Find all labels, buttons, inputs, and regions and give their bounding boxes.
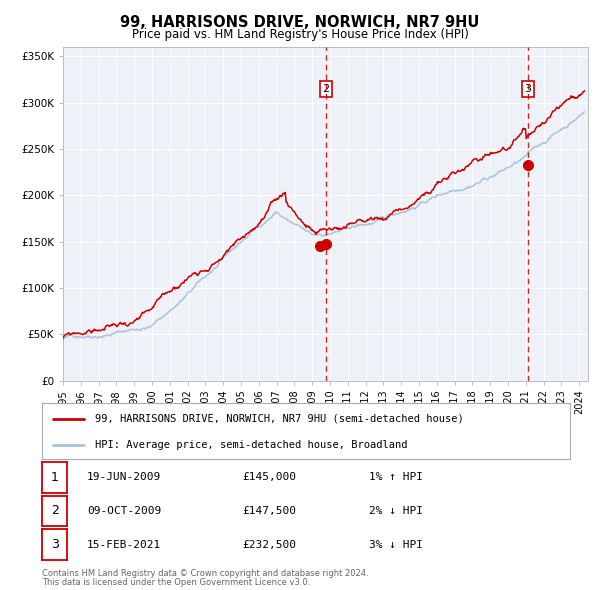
Text: 2% ↓ HPI: 2% ↓ HPI (370, 506, 424, 516)
Text: £232,500: £232,500 (242, 540, 296, 549)
Text: £145,000: £145,000 (242, 473, 296, 482)
Text: 1: 1 (50, 471, 59, 484)
Text: 2: 2 (322, 84, 329, 94)
Text: 09-OCT-2009: 09-OCT-2009 (87, 506, 161, 516)
Text: This data is licensed under the Open Government Licence v3.0.: This data is licensed under the Open Gov… (42, 578, 310, 586)
Text: 3: 3 (524, 84, 532, 94)
Text: 15-FEB-2021: 15-FEB-2021 (87, 540, 161, 549)
Text: Price paid vs. HM Land Registry's House Price Index (HPI): Price paid vs. HM Land Registry's House … (131, 28, 469, 41)
Text: 3% ↓ HPI: 3% ↓ HPI (370, 540, 424, 549)
Text: Contains HM Land Registry data © Crown copyright and database right 2024.: Contains HM Land Registry data © Crown c… (42, 569, 368, 578)
Text: 99, HARRISONS DRIVE, NORWICH, NR7 9HU: 99, HARRISONS DRIVE, NORWICH, NR7 9HU (121, 15, 479, 30)
Text: HPI: Average price, semi-detached house, Broadland: HPI: Average price, semi-detached house,… (95, 440, 407, 450)
Text: 3: 3 (50, 538, 59, 551)
Text: 19-JUN-2009: 19-JUN-2009 (87, 473, 161, 482)
Text: 99, HARRISONS DRIVE, NORWICH, NR7 9HU (semi-detached house): 99, HARRISONS DRIVE, NORWICH, NR7 9HU (s… (95, 414, 464, 424)
Text: 1% ↑ HPI: 1% ↑ HPI (370, 473, 424, 482)
Text: £147,500: £147,500 (242, 506, 296, 516)
Text: 2: 2 (50, 504, 59, 517)
